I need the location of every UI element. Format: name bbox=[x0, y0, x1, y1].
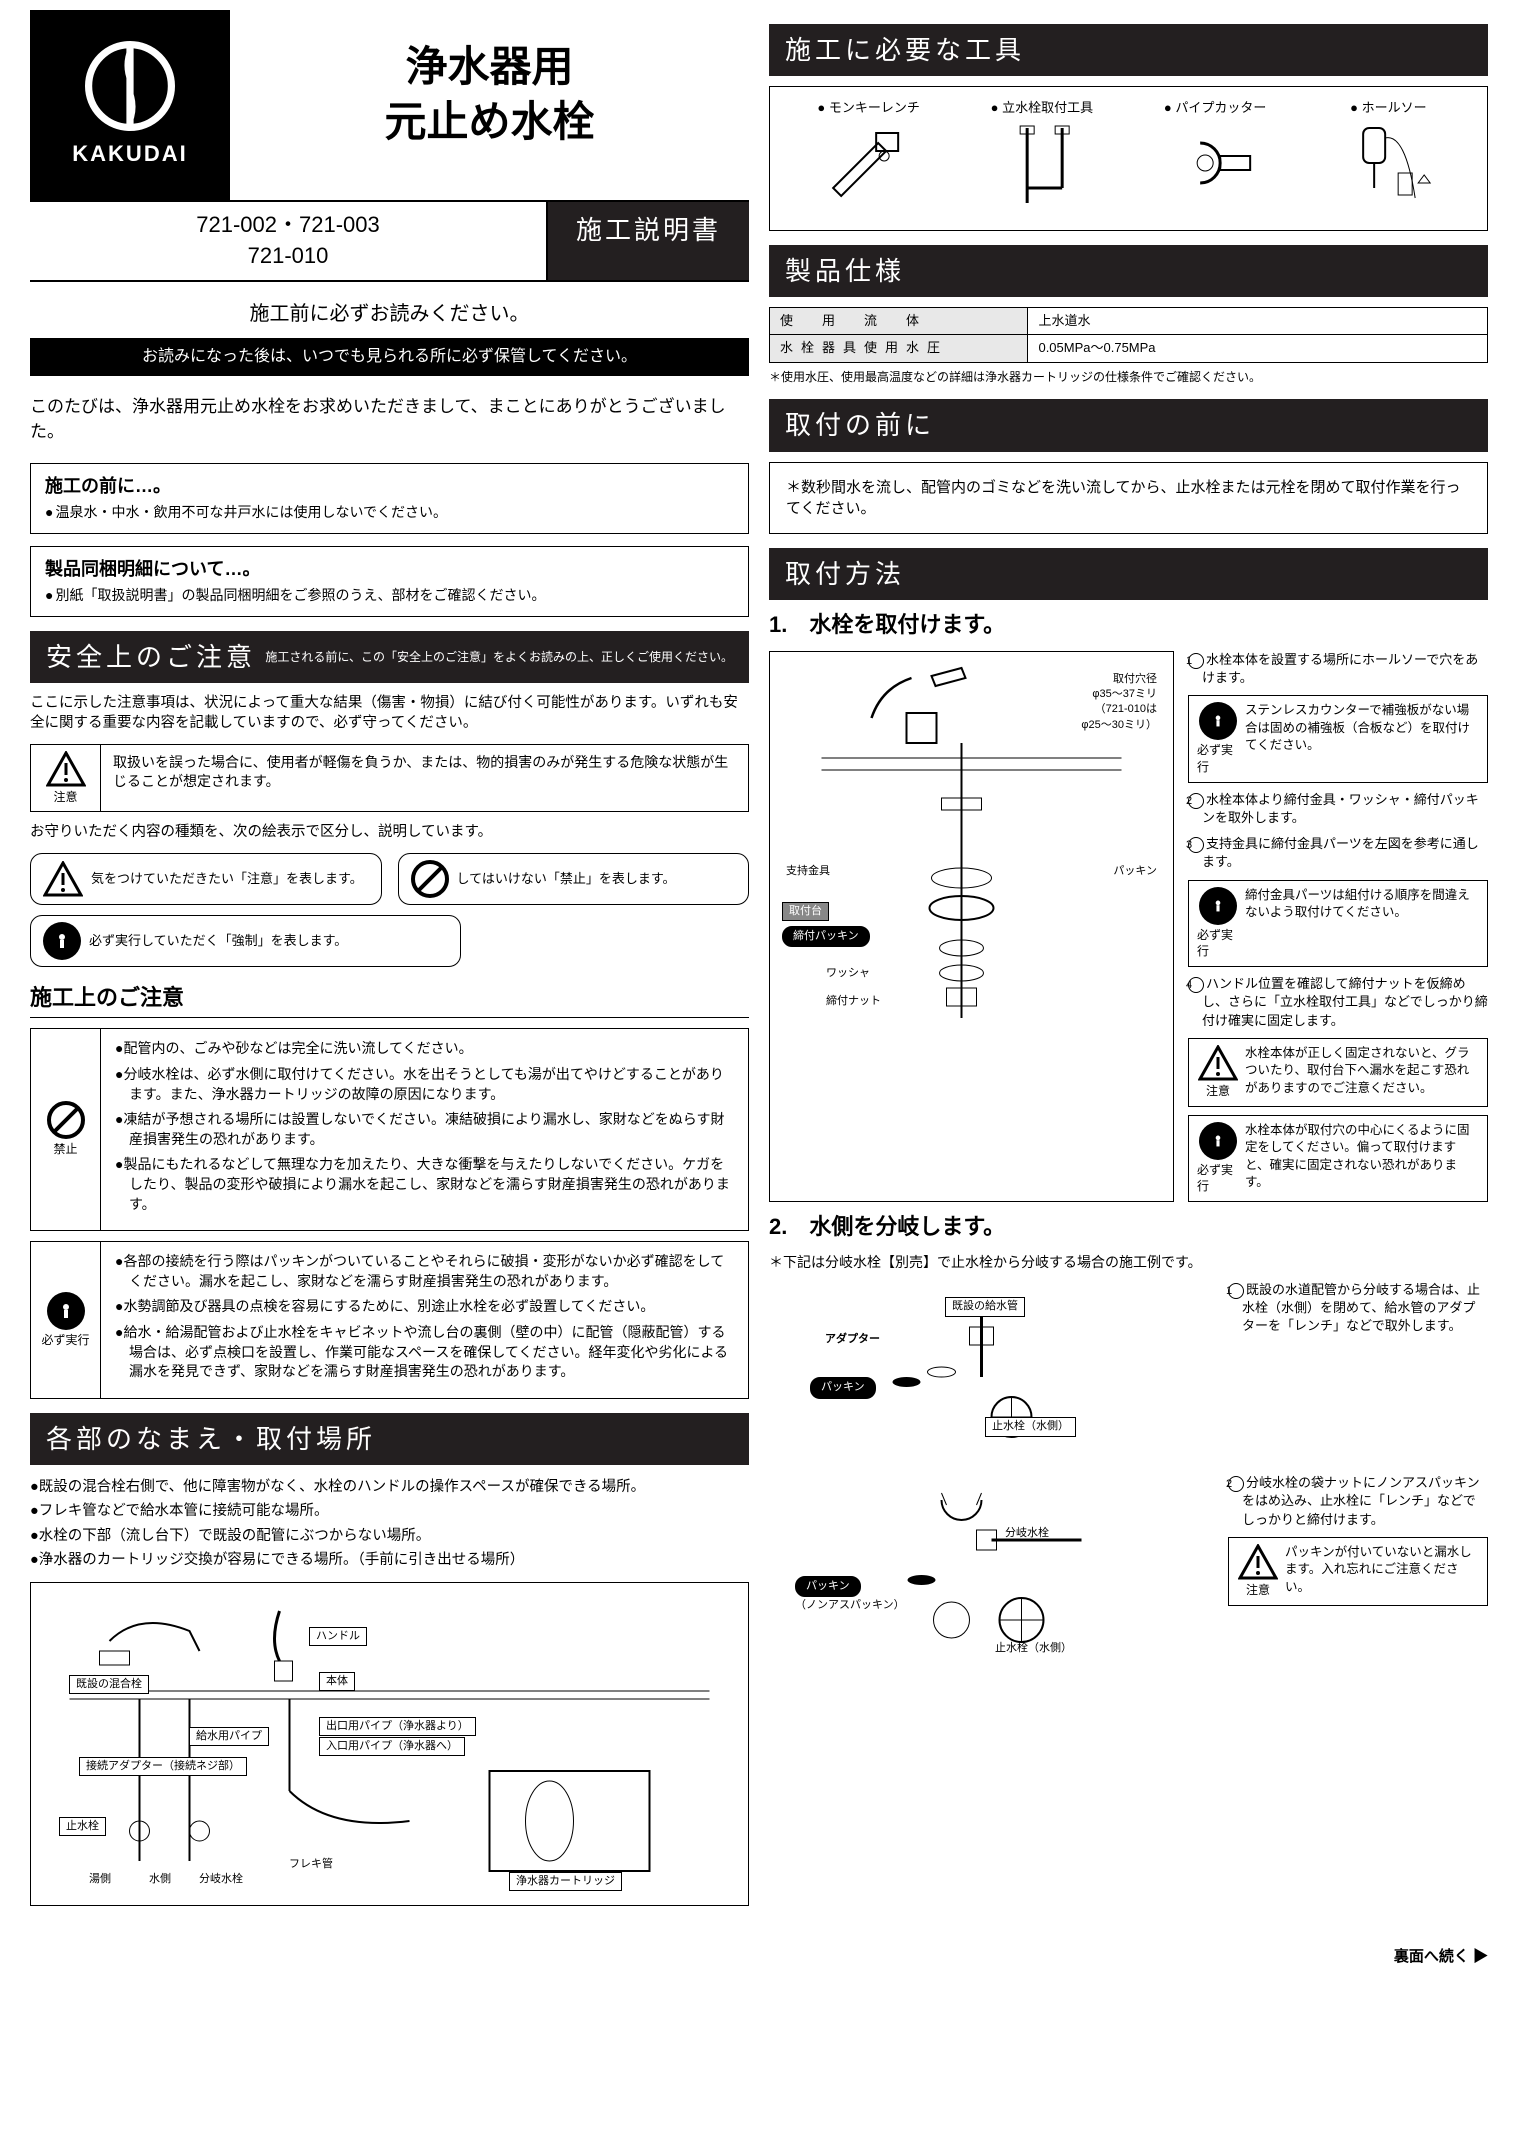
mandatory-list: 必ず実行 各部の接続を行う際はパッキンがついていることやそれらに破損・変形がない… bbox=[30, 1241, 749, 1399]
label-handle: ハンドル bbox=[309, 1627, 367, 1646]
caution-triangle-icon bbox=[43, 861, 83, 897]
label-body: 本体 bbox=[319, 1672, 355, 1691]
mandatory-icon bbox=[43, 922, 81, 960]
brand-name: KAKUDAI bbox=[72, 139, 187, 170]
logo-icon bbox=[85, 41, 175, 131]
hole-saw-icon bbox=[1305, 118, 1471, 213]
label-existing-mixer: 既設の混合栓 bbox=[69, 1675, 149, 1694]
title-line-1: 浄水器用 bbox=[405, 43, 573, 90]
step2-sub: ＊下記は分岐水栓【別売】で止水栓から分岐する場合の施工例です。 bbox=[769, 1253, 1488, 1273]
label-supply-pipe: 給水用パイプ bbox=[189, 1727, 269, 1746]
caution-triangle-icon bbox=[1238, 1544, 1278, 1580]
label-outlet: 出口用パイプ（浄水器より） bbox=[319, 1717, 476, 1736]
title-line-2: 元止め水栓 bbox=[384, 98, 594, 145]
parts-diagram: ▲ 既設の混合栓 ハンドル 本体 給水用パイプ 出口用パイプ（浄水器より） 入 bbox=[30, 1582, 749, 1906]
pipe-cutter-icon bbox=[1132, 118, 1298, 213]
step1-notes: 1水栓本体を設置する場所にホールソーで穴をあけます。 必ず実行 ステンレスカウン… bbox=[1188, 651, 1488, 1202]
spec-header: 製品仕様 bbox=[769, 245, 1488, 297]
caution-triangle-icon bbox=[1198, 1045, 1238, 1081]
caution-triangle-icon bbox=[46, 751, 86, 787]
placement-item: 水栓の下部（流し台下）で既設の配管にぶつからない場所。 bbox=[30, 1526, 749, 1546]
tools-box: モンキーレンチ 立水栓取付工具 パイプカッター bbox=[769, 86, 1488, 230]
legend-intro: お守りいただく内容の種類を、次の絵表示で区分し、説明しています。 bbox=[30, 822, 749, 842]
step2-diagram-b: パッキン （ノンアスパッキン） 分岐水栓 止水栓（水側） bbox=[769, 1474, 1214, 1677]
prohibit-item: 製品にもたれるなどして無理な力を加えたり、大きな衝撃を与えたりしないでください。… bbox=[115, 1155, 734, 1214]
caution-box: 注意 取扱いを誤った場合に、使用者が軽傷を負うか、または、物的損害のみが発生する… bbox=[30, 744, 749, 813]
prohibit-icon bbox=[47, 1101, 85, 1139]
tool-pillar-wrench: 立水栓取付工具 bbox=[959, 99, 1125, 117]
before-mount-header: 取付の前に bbox=[769, 399, 1488, 451]
continue-indicator: 裏面へ続く ▶ bbox=[30, 1946, 1488, 1967]
before-install-heading: 施工の前に…。 bbox=[45, 474, 734, 499]
mandatory-item: 水勢調節及び器具の点検を容易にするために、別途止水栓を必ず設置してください。 bbox=[115, 1297, 734, 1317]
mandatory-item: 各部の接続を行う際はパッキンがついていることやそれらに破損・変形がないか必ず確認… bbox=[115, 1252, 734, 1291]
spec-note: ＊使用水圧、使用最高温度などの詳細は浄水器カートリッジの仕様条件でご確認ください… bbox=[769, 369, 1488, 386]
label-cartridge: 浄水器カートリッジ bbox=[509, 1872, 622, 1891]
before-install-box: 施工の前に…。 温泉水・中水・飲用不可な井戸水には使用しないでください。 bbox=[30, 463, 749, 534]
legend-row: 気をつけていただきたい「注意」を表します。 してはいけない「禁止」を表します。 bbox=[30, 853, 749, 905]
label-adapter: 接続アダプター（接続ネジ部） bbox=[79, 1757, 247, 1776]
manual-label: 施工説明書 bbox=[548, 202, 749, 280]
brand-logo: KAKUDAI bbox=[30, 10, 230, 200]
included-bullet: 別紙「取扱説明書」の製品同梱明細をご参照のうえ、部材をご確認ください。 bbox=[45, 586, 734, 606]
tools-header: 施工に必要な工具 bbox=[769, 24, 1488, 76]
prohibit-item: 凍結が予想される場所には設置しないでください。凍結破損により漏水し、家財などをぬ… bbox=[115, 1110, 734, 1149]
safety-header: 安全上のご注意 施工される前に、この「安全上のご注意」をよくお読みの上、正しくご… bbox=[30, 631, 749, 683]
pillar-wrench-icon bbox=[959, 118, 1125, 213]
prohibit-list: 禁止 配管内の、ごみや砂などは完全に洗い流してください。分岐水栓は、必ず水側に取… bbox=[30, 1028, 749, 1231]
before-install-bullet: 温泉水・中水・飲用不可な井戸水には使用しないでください。 bbox=[45, 503, 734, 523]
placement-item: 浄水器のカートリッジ交換が容易にできる場所。（手前に引き出せる場所） bbox=[30, 1550, 749, 1570]
step1-title: 1. 水栓を取付けます。 bbox=[769, 610, 1488, 641]
model-row: 721-002・721-003 721-010 施工説明書 bbox=[30, 200, 749, 282]
pre-read-notice: 施工前に必ずお読みください。 bbox=[30, 300, 749, 328]
thanks-text: このたびは、浄水器用元止め水栓をお求めいただきまして、まことにありがとうございま… bbox=[30, 394, 749, 445]
mandatory-icon bbox=[47, 1292, 85, 1330]
caution-text: 取扱いを誤った場合に、使用者が軽傷を負うか、または、物的損害のみが発生する危険な… bbox=[101, 745, 748, 812]
mandatory-icon bbox=[1199, 1122, 1237, 1160]
mandatory-item: 給水・給湯配管および止水栓をキャビネットや流し台の裏側（壁の中）に配管（隠蔽配管… bbox=[115, 1323, 734, 1382]
monkey-wrench-icon bbox=[785, 118, 951, 213]
label-inlet: 入口用パイプ（浄水器へ） bbox=[319, 1737, 465, 1756]
before-mount-note: ＊数秒間水を流し、配管内のゴミなどを洗い流してから、止水栓または元栓を閉めて取付… bbox=[769, 462, 1488, 534]
construction-cautions-header: 施工上のご注意 bbox=[30, 983, 749, 1019]
prohibit-icon bbox=[411, 860, 449, 898]
placement-item: 既設の混合栓右側で、他に障害物がなく、水栓のハンドルの操作スペースが確保できる場… bbox=[30, 1477, 749, 1497]
placement-list: 既設の混合栓右側で、他に障害物がなく、水栓のハンドルの操作スペースが確保できる場… bbox=[30, 1477, 749, 1570]
parts-header: 各部のなまえ・取付場所 bbox=[30, 1413, 749, 1465]
prohibit-item: 分岐水栓は、必ず水側に取付けてください。水を出そうとしても湯が出てやけどすること… bbox=[115, 1065, 734, 1104]
label-stop: 止水栓 bbox=[59, 1817, 106, 1836]
keep-notice: お読みになった後は、いつでも見られる所に必ず保管してください。 bbox=[30, 338, 749, 376]
header: KAKUDAI 浄水器用 元止め水栓 bbox=[30, 10, 749, 200]
prohibit-item: 配管内の、ごみや砂などは完全に洗い流してください。 bbox=[115, 1039, 734, 1059]
step2-title: 2. 水側を分岐します。 bbox=[769, 1212, 1488, 1243]
tool-monkey-wrench: モンキーレンチ bbox=[785, 99, 951, 117]
tool-hole-saw: ホールソー bbox=[1305, 99, 1471, 117]
safety-intro: ここに示した注意事項は、状況によって重大な結果（傷害・物損）に結び付く可能性があ… bbox=[30, 693, 749, 734]
model-numbers: 721-002・721-003 721-010 bbox=[30, 202, 548, 280]
included-parts-box: 製品同梱明細について…。 別紙「取扱説明書」の製品同梱明細をご参照のうえ、部材を… bbox=[30, 546, 749, 617]
mandatory-icon bbox=[1199, 887, 1237, 925]
spec-table: 使 用 流 体上水道水 水栓器具使用水圧0.05MPa～0.75MPa bbox=[769, 307, 1488, 362]
tool-pipe-cutter: パイプカッター bbox=[1132, 99, 1298, 117]
included-heading: 製品同梱明細について…。 bbox=[45, 557, 734, 582]
mount-header: 取付方法 bbox=[769, 548, 1488, 600]
product-title: 浄水器用 元止め水栓 bbox=[230, 10, 749, 179]
mandatory-icon bbox=[1199, 702, 1237, 740]
step2-diagram-a: 既設の給水管 アダプター パッキン 止水栓（水側） bbox=[769, 1281, 1214, 1469]
step1-diagram: 取付穴径 φ35～37ミリ （721-010は φ25～30ミリ） 支持金具 パ… bbox=[769, 651, 1174, 1202]
placement-item: フレキ管などで給水本管に接続可能な場所。 bbox=[30, 1501, 749, 1521]
